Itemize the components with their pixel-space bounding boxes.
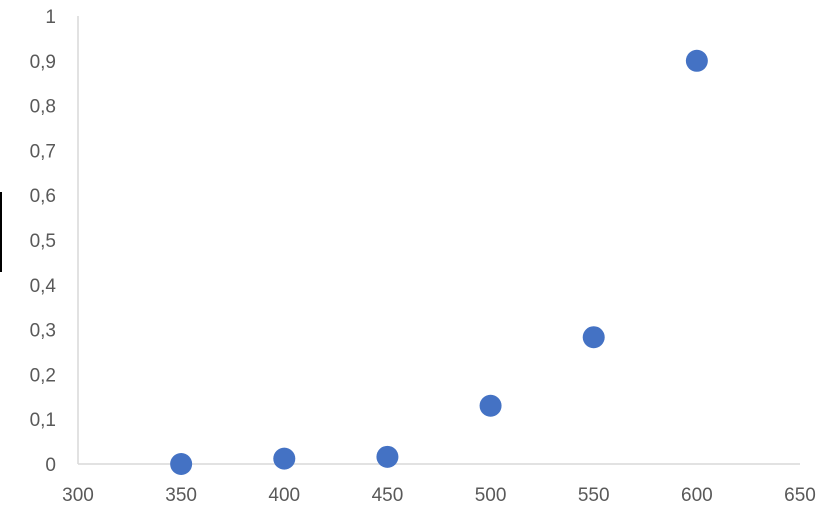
y-tick-label: 0,6 [30,186,56,207]
y-tick-label: 0,1 [30,410,56,431]
data-point [170,453,193,475]
y-tick-label: 0,9 [30,52,56,73]
x-tick-label: 350 [165,485,197,506]
data-point [479,394,502,417]
data-point [273,447,296,470]
y-tick-label: 1 [45,7,56,28]
y-tick-labels: 0 0,1 0,2 0,3 0,4 0,5 0,6 0,7 0,8 0,9 1 [30,7,57,476]
clipped-frame-edge [0,192,2,272]
x-tick-label: 400 [268,485,300,506]
data-point [582,326,605,349]
x-tick-label: 550 [578,485,610,506]
x-tick-labels: 300 350 400 450 500 550 600 650 [62,485,816,506]
y-tick-label: 0,3 [30,321,56,342]
data-point [376,445,399,468]
y-tick-label: 0,8 [30,97,56,118]
x-tick-label: 500 [475,485,507,506]
y-tick-label: 0,2 [30,365,56,386]
y-tick-label: 0,7 [30,141,56,162]
y-tick-label: 0,5 [30,231,56,252]
x-tick-label: 600 [681,485,713,506]
y-tick-label: 0,4 [30,276,57,297]
y-tick-label: 0 [45,455,56,476]
x-tick-label: 650 [784,485,816,506]
x-tick-label: 300 [62,485,94,506]
data-points [170,49,708,475]
data-point [685,49,708,72]
x-tick-label: 450 [372,485,404,506]
